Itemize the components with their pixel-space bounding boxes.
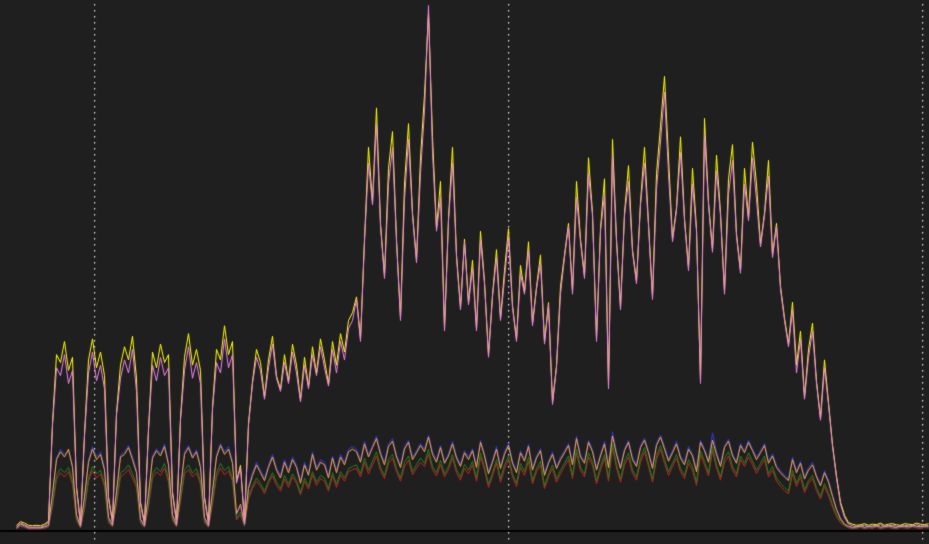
line-chart-canvas [0,0,929,544]
system-activity-chart-panel [0,0,929,544]
